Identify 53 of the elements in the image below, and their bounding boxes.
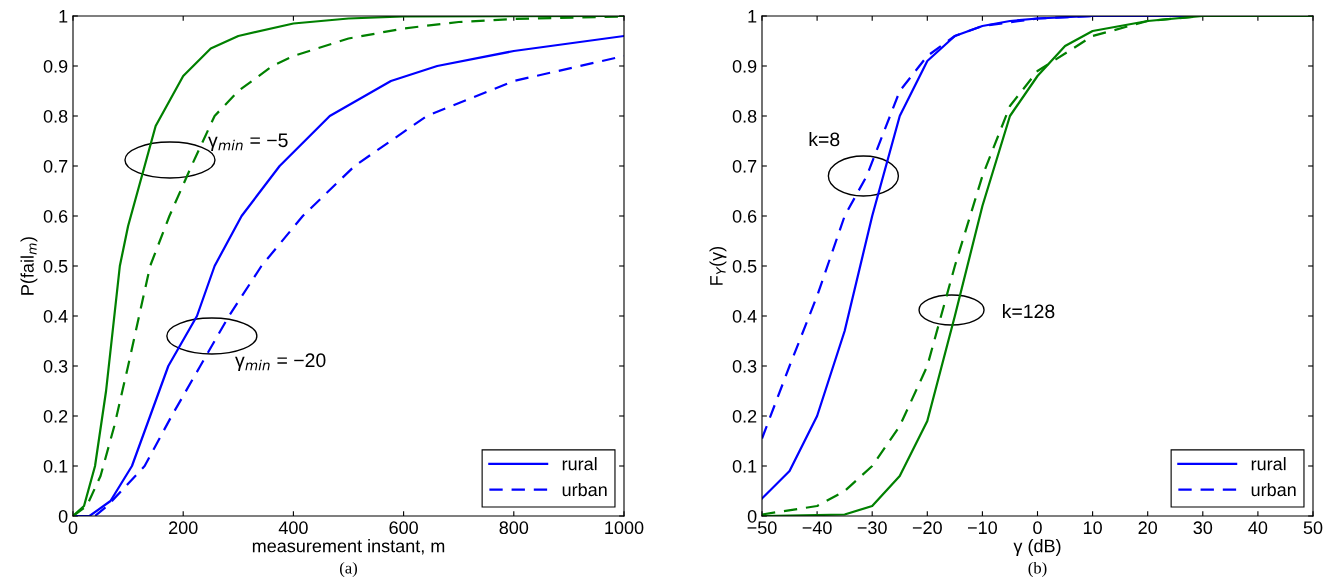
- y-tick-label: 0.6: [732, 209, 757, 223]
- x-axis-title: measurement instant, m: [252, 539, 445, 555]
- x-tick-label: 1000: [605, 521, 644, 535]
- y-tick-label: 0.4: [732, 309, 757, 323]
- x-tick-label: 0: [68, 521, 78, 535]
- text: (b): [1028, 561, 1047, 577]
- x-axis-title: γ (dB): [1013, 539, 1061, 556]
- y-tick-label: 0.9: [732, 59, 757, 73]
- y-tick-label: 0.8: [43, 109, 68, 123]
- y-tick-label: 0.1: [43, 459, 68, 473]
- legend-label: urban: [1251, 482, 1296, 497]
- y-tick-label: 0.5: [43, 259, 68, 273]
- text: (a): [339, 561, 358, 577]
- y-tick-label: 0.2: [43, 409, 68, 423]
- annotation: k=128: [1002, 303, 1055, 319]
- legend-label: urban: [562, 482, 607, 497]
- annotation: γ$_{min}$ = −20: [235, 353, 326, 371]
- x-tick-label: 20: [1138, 521, 1158, 535]
- y-axis-title: F$_{Y}$(γ): [709, 246, 727, 285]
- y-tick-label: 0: [58, 509, 68, 523]
- y-tick-label: 0.2: [732, 409, 757, 423]
- y-tick-label: 0.7: [732, 159, 757, 173]
- annotation: γ$_{min}$ = −5: [208, 133, 288, 151]
- x-tick-label: −30: [857, 521, 887, 535]
- x-tick-label: 600: [389, 521, 418, 535]
- y-tick-label: 0.1: [732, 459, 757, 473]
- x-tick-label: 50: [1303, 521, 1323, 535]
- y-tick-label: 0.3: [732, 359, 757, 373]
- y-tick-label: 0.8: [732, 109, 757, 123]
- y-tick-label: 0.7: [43, 159, 68, 173]
- y-tick-label: 0: [747, 509, 757, 523]
- y-tick-label: 0.6: [43, 209, 68, 223]
- y-axis-title: P(fail$_{m}$): [20, 237, 38, 295]
- x-tick-label: 10: [1083, 521, 1102, 535]
- x-tick-label: 400: [278, 521, 308, 535]
- x-tick-label: 800: [499, 521, 529, 535]
- x-tick-label: −10: [967, 521, 998, 535]
- legend-label: rural: [562, 457, 597, 471]
- x-tick-label: 200: [169, 521, 198, 535]
- x-tick-label: 30: [1193, 521, 1213, 535]
- legend-label: rural: [1251, 457, 1286, 471]
- annotation: k=8: [809, 131, 840, 147]
- x-tick-label: 0: [1033, 521, 1042, 535]
- x-tick-label: −40: [802, 521, 832, 535]
- y-tick-label: 0.3: [43, 359, 68, 373]
- y-tick-label: 0.5: [732, 259, 757, 273]
- x-tick-label: −20: [912, 521, 942, 535]
- x-tick-label: −50: [747, 521, 777, 535]
- y-tick-label: 0.4: [43, 309, 68, 323]
- y-tick-label: 1: [59, 10, 68, 23]
- y-tick-label: 1: [748, 10, 757, 23]
- x-tick-label: 40: [1248, 521, 1268, 535]
- y-tick-label: 0.9: [43, 59, 68, 73]
